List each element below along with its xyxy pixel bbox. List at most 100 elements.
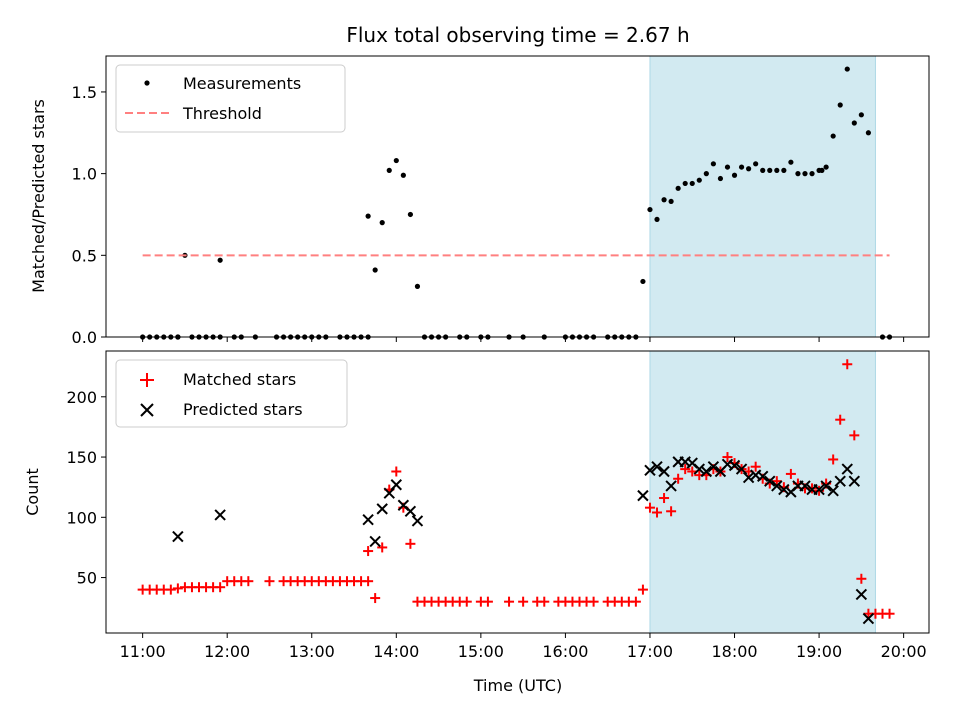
measurement-point [464,334,470,340]
bottom-y-tick-label: 150 [66,448,97,467]
matched-point [377,542,388,553]
measurement-point [654,216,660,222]
measurement-point [168,334,174,340]
top-legend: Measurements Threshold [115,64,346,133]
measurement-point [879,334,886,340]
predicted-point [214,509,226,521]
measurement-point [858,112,864,118]
measurement-point [147,334,153,340]
matched-point [363,576,374,587]
predicted-point [757,470,769,483]
top-y-tick-label: 0.5 [72,246,97,265]
legend-predicted-label: Predicted stars [183,400,303,419]
matched-point [588,596,599,607]
predicted-point [369,535,381,548]
measurement-point [640,278,646,285]
matched-point [391,466,402,477]
matched-point [666,506,677,517]
predicted-point [799,480,811,492]
bottom-x-tick-label: 13:00 [289,642,335,661]
measurement-point [809,171,815,177]
measurement-point [668,198,674,205]
measurement-point [795,171,801,177]
measurement-point [788,159,794,165]
measurement-point [506,334,512,340]
bottom-legend-box [115,359,348,428]
measurement-point [605,334,611,340]
measurement-point [576,334,583,340]
bottom-x-tick-label: 11:00 [120,642,166,661]
top-y-tick-label: 1.5 [72,83,97,102]
matched-point [673,473,684,484]
measurement-point [830,133,836,139]
matched-point [842,359,853,370]
measurement-point [781,167,787,173]
measurement-point [478,334,484,340]
matched-point [637,584,648,595]
matched-point [828,454,839,465]
measurement-point [443,334,449,340]
predicted-point [764,475,776,487]
bottom-x-tick-label: 16:00 [542,642,588,661]
top-y-axis-label: Matched/Predicted stars [29,99,48,293]
legend-matched-label: Matched stars [183,370,296,389]
measurement-point [485,334,491,340]
top-shaded-interval [649,55,876,338]
bottom-y-axis-label: Count [23,468,42,516]
matched-point [849,430,860,441]
measurement-point [196,334,202,340]
predicted-point [707,460,720,473]
measurement-point [280,334,287,340]
predicted-point [411,515,424,527]
bottom-x-tick-label: 19:00 [796,642,842,661]
measurement-point [435,334,442,340]
matched-point [518,596,529,607]
matched-point [722,452,733,463]
predicted-point [172,530,184,543]
measurement-point [851,120,857,126]
measurement-point [696,177,702,183]
measurement-point [703,171,709,177]
measurement-point [295,334,301,340]
measurement-point [407,211,413,218]
measurement-point [619,334,625,340]
legend-measurements-marker [144,80,150,86]
measurement-point [724,164,731,170]
measurement-point [302,334,308,340]
x-axis-label: Time (UTC) [473,676,562,695]
matched-point [482,596,493,607]
predicted-point [813,483,825,496]
top-series-measurements [140,66,893,340]
measurement-point [738,164,745,170]
predicted-point [362,514,374,526]
bottom-y-tick-label: 50 [77,569,97,588]
measurement-point [238,334,244,340]
predicted-point [700,465,713,478]
measurement-point [217,334,223,340]
predicted-point [778,483,790,496]
matched-point [659,493,670,504]
bottom-x-tick-label: 20:00 [881,642,927,661]
measurement-point [393,157,399,164]
bottom-x-tick-label: 17:00 [627,642,673,661]
measurement-point [865,130,872,136]
matched-point [504,596,515,607]
top-panel: Matched/Predicted stars [29,55,930,338]
matched-point [835,414,846,425]
measurement-point [802,171,808,177]
measurement-point [457,334,463,340]
measurement-point [819,167,825,173]
matched-point [680,464,691,475]
measurement-point [626,334,632,340]
measurement-point [344,334,350,340]
legend-measurements-label: Measurements [183,74,301,93]
top-axes-frame [105,55,930,338]
measurement-point [746,166,752,172]
top-y-tick-label: 1.0 [72,165,97,184]
measurement-point [358,334,364,340]
matched-point [363,546,374,557]
measurement-point [675,185,681,191]
predicted-point [855,588,868,601]
measurement-point [753,161,759,167]
